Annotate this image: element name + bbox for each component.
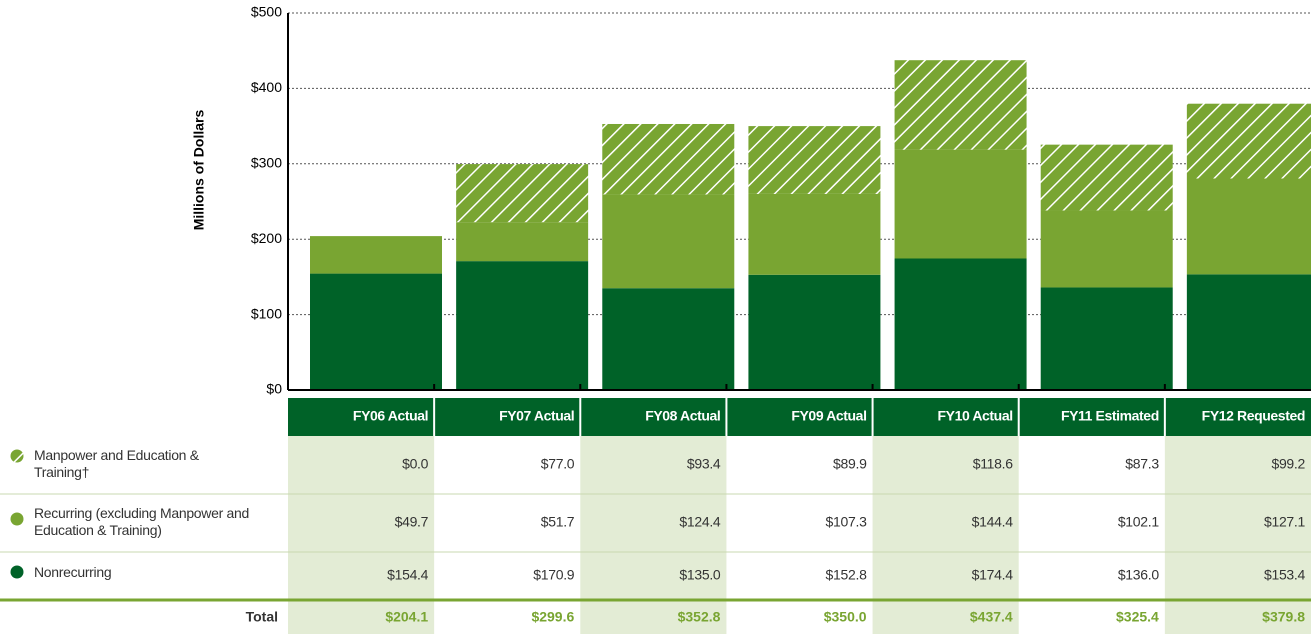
row-label: Manpower and Education & Training† bbox=[34, 447, 199, 480]
table-cell: $136.0 bbox=[1118, 567, 1160, 583]
bar-segment bbox=[1186, 103, 1311, 179]
table-cell: $51.7 bbox=[541, 514, 575, 530]
bar-segment bbox=[602, 194, 735, 289]
bar-segment bbox=[602, 288, 735, 390]
bar-segment bbox=[456, 222, 589, 262]
column-header: FY08 Actual bbox=[645, 408, 720, 424]
bar-segment bbox=[456, 164, 589, 223]
total-label: Total bbox=[246, 609, 278, 625]
bar-segment bbox=[748, 274, 881, 390]
y-axis-label: Millions of Dollars bbox=[191, 110, 207, 231]
total-cell: $379.8 bbox=[1262, 609, 1305, 625]
bar-segment bbox=[748, 193, 881, 275]
bar-segment bbox=[1040, 210, 1173, 288]
column-header: FY07 Actual bbox=[499, 408, 574, 424]
table-cell: $107.3 bbox=[826, 514, 868, 530]
bar-segment bbox=[1040, 144, 1173, 211]
bar-segment bbox=[894, 60, 1027, 150]
table-cell: $127.1 bbox=[1264, 514, 1306, 530]
table-cell: $144.4 bbox=[972, 514, 1014, 530]
table-cell: $87.3 bbox=[1125, 456, 1159, 472]
y-tick-label: $500 bbox=[251, 4, 282, 20]
row-label: Recurring (excluding Manpower and Educat… bbox=[34, 505, 249, 538]
table-cell: $102.1 bbox=[1118, 514, 1160, 530]
bar-segment bbox=[1186, 274, 1311, 390]
table-cell: $124.4 bbox=[679, 514, 721, 530]
table-cell: $89.9 bbox=[833, 456, 867, 472]
bar-segment bbox=[894, 258, 1027, 390]
table-cell: $93.4 bbox=[687, 456, 721, 472]
table-cell: $153.4 bbox=[1264, 567, 1306, 583]
table-cell: $0.0 bbox=[402, 456, 429, 472]
table-cell: $118.6 bbox=[973, 456, 1013, 472]
y-tick-label: $300 bbox=[251, 155, 282, 171]
legend-icon bbox=[10, 565, 24, 579]
column-header: FY10 Actual bbox=[937, 408, 1012, 424]
table-cell: $77.0 bbox=[541, 456, 575, 472]
table-cell: $152.8 bbox=[826, 567, 868, 583]
y-tick-label: $0 bbox=[266, 381, 282, 397]
bar-segment bbox=[1040, 287, 1173, 390]
bar-segment bbox=[1186, 178, 1311, 275]
total-cell: $437.4 bbox=[970, 609, 1013, 625]
bar-segment bbox=[748, 126, 881, 194]
table-header bbox=[288, 398, 1311, 436]
column-header: FY06 Actual bbox=[353, 408, 428, 424]
y-tick-label: $200 bbox=[251, 230, 282, 246]
total-cell: $350.0 bbox=[824, 609, 867, 625]
total-cell: $325.4 bbox=[1116, 609, 1159, 625]
table-cell: $99.2 bbox=[1271, 456, 1305, 472]
row-label: Nonrecurring bbox=[34, 564, 112, 580]
bar-segment bbox=[602, 123, 735, 195]
legend-icon bbox=[10, 449, 24, 463]
total-cell: $204.1 bbox=[385, 609, 428, 625]
y-tick-label: $100 bbox=[251, 305, 282, 321]
y-tick-label: $400 bbox=[251, 79, 282, 95]
table-cell: $154.4 bbox=[387, 567, 429, 583]
table-cell: $135.0 bbox=[679, 567, 721, 583]
column-header: FY12 Requested bbox=[1202, 408, 1305, 424]
bar-segment bbox=[310, 236, 442, 274]
bar-segment bbox=[456, 261, 589, 390]
table-cell: $170.9 bbox=[533, 567, 575, 583]
bar-segment bbox=[310, 273, 442, 390]
column-header: FY09 Actual bbox=[791, 408, 866, 424]
table-cell: $174.4 bbox=[972, 567, 1014, 583]
column-header: FY11 Estimated bbox=[1061, 408, 1159, 424]
legend-icon bbox=[10, 512, 24, 526]
total-cell: $299.6 bbox=[531, 609, 574, 625]
bar-segment bbox=[894, 149, 1027, 259]
table-cell: $49.7 bbox=[395, 514, 429, 530]
total-cell: $352.8 bbox=[678, 609, 721, 625]
